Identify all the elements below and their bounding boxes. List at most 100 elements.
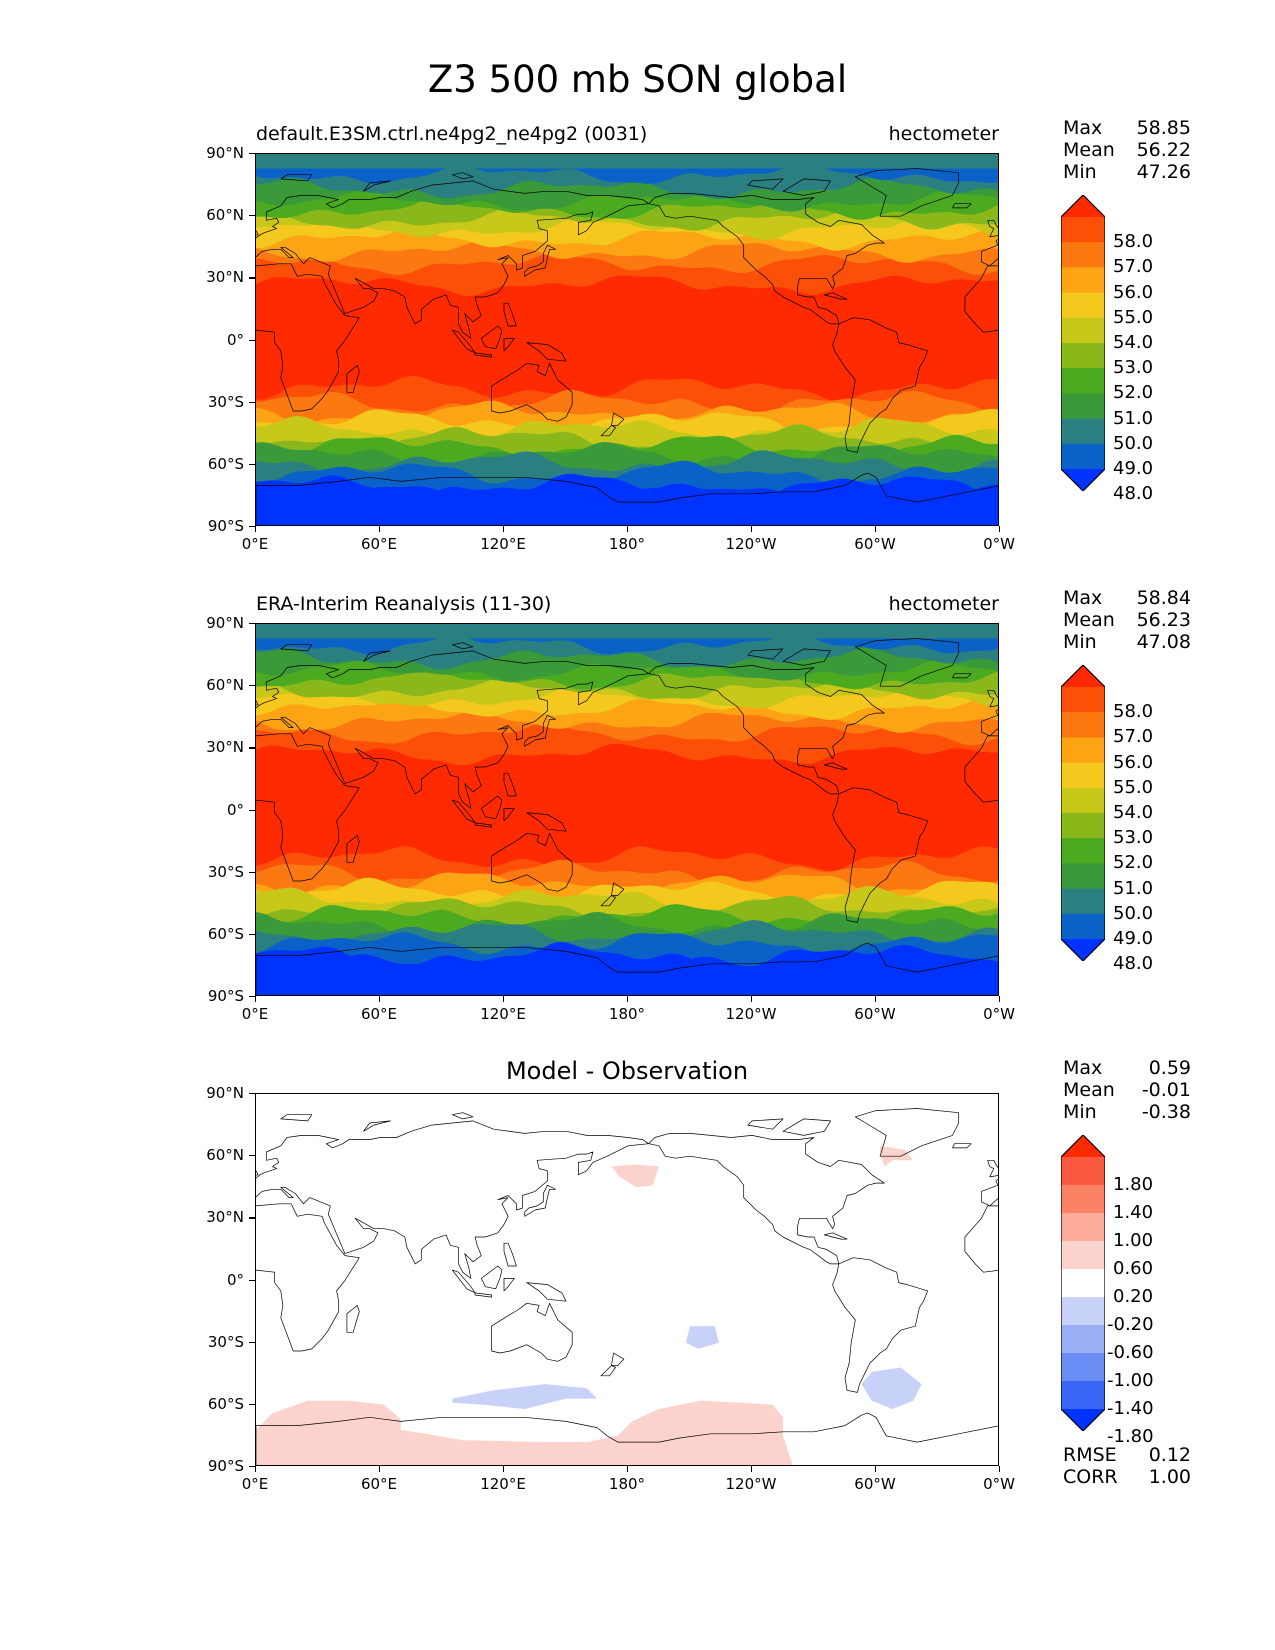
colorbar-segment: [1061, 762, 1105, 789]
colorbar-tick-label: -1.00: [1107, 1370, 1154, 1391]
stat-name: Mean: [1063, 1079, 1115, 1101]
colorbar-tick-label: 49.0: [1113, 458, 1154, 479]
anomaly-region: [611, 1164, 659, 1188]
colorbar-segment: [1061, 813, 1105, 839]
lat-tick-mark: [249, 1341, 255, 1343]
lat-tick-mark: [249, 809, 255, 811]
lat-tick-label: 90°S: [207, 517, 244, 535]
colorbar-graphic: [1060, 1134, 1106, 1432]
lat-tick-label: 90°S: [207, 1457, 244, 1475]
lon-tick-label: 120°W: [725, 535, 777, 553]
colorbar-tick-label: 55.0: [1113, 776, 1154, 798]
colorbar-tick-label: 50.0: [1113, 902, 1154, 924]
lon-tick-label: 180°: [608, 535, 646, 553]
coastline: [480, 1265, 503, 1290]
colorbar-segment: [1061, 863, 1105, 890]
lat-tick-label: 60°N: [206, 1146, 244, 1165]
coastline: [503, 808, 515, 822]
lon-tick-mark: [999, 996, 1001, 1002]
lat-tick-label: 60°S: [207, 454, 244, 473]
coastline: [600, 1365, 616, 1377]
colorbar-segment: [1061, 1213, 1105, 1242]
coastline: [363, 650, 391, 662]
stats-block: Max 58.85 Mean 56.22 Min 47.26: [1063, 117, 1191, 183]
coastline: [854, 638, 960, 687]
coastline: [524, 1184, 557, 1217]
stat-name: Min: [1063, 1101, 1097, 1123]
lon-tick-label: 120°E: [480, 1475, 526, 1493]
coastline: [256, 689, 998, 708]
colorbar-tick-label: 1.80: [1113, 1174, 1154, 1195]
lon-tick-mark: [751, 1466, 753, 1472]
stat-value: 58.85: [1136, 117, 1191, 139]
lon-tick-label: 0°E: [241, 1005, 269, 1023]
lat-tick-label: 90°N: [206, 1084, 244, 1102]
lat-tick-mark: [249, 933, 255, 936]
stat-row: Max 58.85: [1063, 117, 1191, 139]
contour-band-min: [256, 484, 998, 525]
stat-name: Min: [1063, 161, 1097, 183]
map-canvas: [256, 624, 998, 995]
coastline: [451, 329, 476, 354]
coastline: [823, 1232, 848, 1240]
lon-tick-label: 0°W: [983, 1475, 1015, 1493]
colorbar-segment: [1061, 1157, 1105, 1186]
metric-name: CORR: [1063, 1466, 1118, 1488]
colorbar-extend-min: [1061, 469, 1105, 491]
stat-value: -0.01: [1141, 1079, 1191, 1101]
colorbar-tick-label: 58.0: [1113, 231, 1154, 253]
lat-tick-label: 30°N: [206, 1208, 244, 1227]
panel-units: hectometer: [888, 123, 999, 145]
coastline: [256, 1203, 998, 1352]
lon-tick-label: 0°E: [241, 535, 269, 553]
colorbar-extend-max: [1061, 1135, 1105, 1157]
colorbar-tick-label: -0.60: [1107, 1342, 1154, 1363]
coastline: [524, 714, 557, 747]
lon-tick-mark: [999, 1466, 1001, 1472]
colorbar: [1060, 1134, 1106, 1432]
coastline: [363, 180, 391, 192]
coastline: [611, 412, 625, 426]
lat-tick-label: 0°: [226, 800, 244, 819]
colorbar-segment: [1061, 217, 1105, 243]
coastline: [474, 822, 492, 828]
lat-tick-label: 30°S: [207, 1332, 244, 1351]
coastline: [451, 1112, 474, 1120]
lat-tick-mark: [249, 1217, 255, 1219]
lat-tick-label: 60°N: [206, 676, 244, 695]
coastline: [832, 787, 929, 923]
coastline: [524, 244, 557, 277]
colorbar-tick-label: -0.20: [1107, 1314, 1154, 1335]
coastline: [952, 1143, 972, 1149]
colorbar-tick-label: 53.0: [1113, 357, 1154, 379]
coastline: [256, 650, 998, 809]
coastline: [952, 203, 972, 209]
anomaly-region: [861, 1367, 922, 1409]
contour-band-pole: [256, 624, 998, 639]
coastline: [346, 1305, 360, 1333]
coastline: [451, 642, 474, 650]
stat-row: Min 47.08: [1063, 631, 1191, 653]
colorbar-tick-label: 48.0: [1113, 953, 1154, 975]
colorbar-extend-max: [1061, 195, 1105, 217]
colorbar-segment: [1061, 913, 1105, 940]
lon-tick-mark: [503, 996, 505, 1002]
lon-tick-label: 120°W: [725, 1475, 777, 1493]
coastline: [782, 1118, 831, 1136]
stats-block: Max 58.84 Mean 56.23 Min 47.08: [1063, 587, 1191, 653]
lon-tick-mark: [627, 996, 629, 1002]
stat-row: Mean 56.22: [1063, 139, 1191, 161]
coastline: [747, 178, 784, 190]
colorbar-tick-label: 57.0: [1113, 256, 1154, 278]
colorbar-segment: [1061, 267, 1105, 294]
coastline: [256, 1412, 998, 1465]
lat-tick-mark: [249, 1093, 255, 1095]
coastline: [648, 1133, 885, 1265]
colorbar-extend-min: [1061, 939, 1105, 961]
lat-tick-mark: [249, 996, 255, 998]
figure-title: Z3 500 mb SON global: [427, 58, 848, 101]
coastline: [747, 648, 784, 660]
lon-tick-mark: [255, 526, 257, 532]
lon-tick-mark: [875, 996, 877, 1002]
colorbar-tick-label: 53.0: [1113, 827, 1154, 849]
